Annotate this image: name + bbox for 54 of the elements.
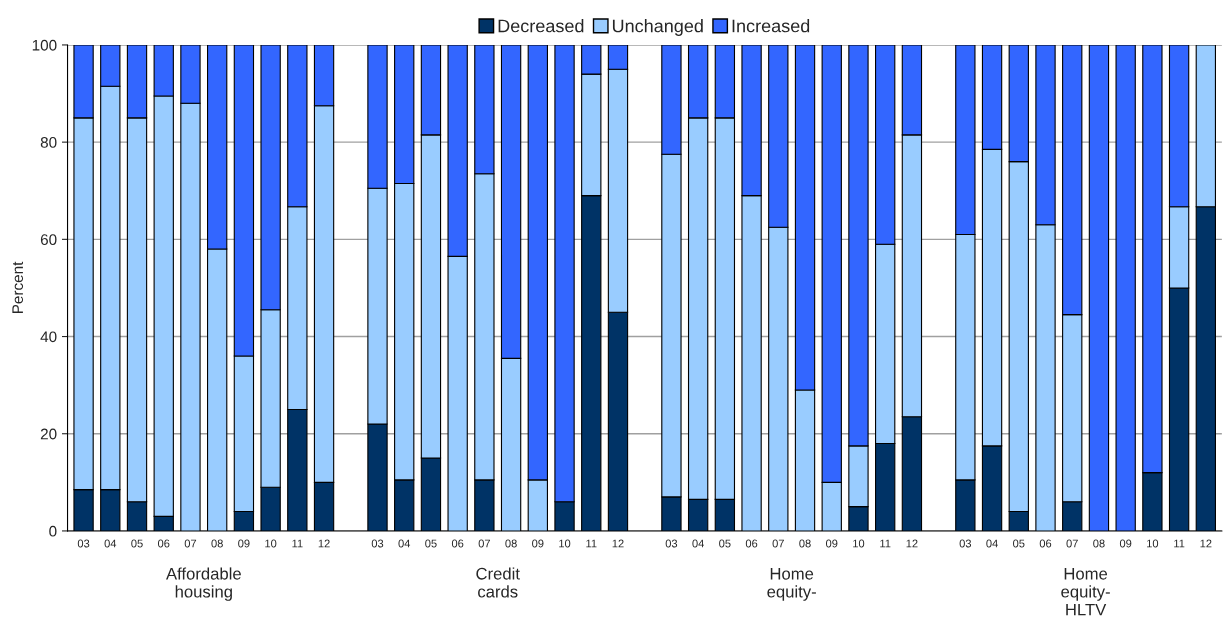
text: Affordable housing <box>166 567 241 601</box>
x-tick-label: 05 <box>131 539 143 548</box>
x-tick-label: 05 <box>719 539 731 548</box>
x-tick-label: 06 <box>451 539 464 548</box>
x-tick-label: 09 <box>238 539 250 548</box>
x-tick-label: 10 <box>265 539 277 548</box>
x-tick-label: 07 <box>1066 539 1078 548</box>
x-tick-label: 11 <box>1174 539 1185 548</box>
x-tick-label: 12 <box>612 539 624 548</box>
text: Credit cards <box>476 567 520 598</box>
legend-label: Unchanged <box>612 19 703 36</box>
x-tick-label: 09 <box>826 539 838 548</box>
x-tick-label: 10 <box>559 539 571 548</box>
legend-label: Increased <box>732 19 810 33</box>
x-tick-label: 11 <box>586 539 597 548</box>
x-tick-label: 08 <box>211 539 223 548</box>
x-tick-label: 03 <box>665 539 678 548</box>
legend-label: Decreased <box>498 19 584 33</box>
x-tick-label: 06 <box>745 539 758 548</box>
x-tick-label: 07 <box>478 539 490 548</box>
text: Home equity- <box>767 568 816 601</box>
x-tick-label: 05 <box>425 539 437 548</box>
y-tick-label: 0 <box>49 525 57 537</box>
y-axis-title: Percent <box>12 261 24 314</box>
x-tick-label: 04 <box>398 539 411 548</box>
x-tick-label: 08 <box>1093 539 1105 548</box>
text: Home equity- HLTV <box>1061 568 1110 616</box>
x-tick-label: 03 <box>77 539 90 548</box>
x-tick-label: 06 <box>1039 539 1052 548</box>
x-tick-label: 08 <box>505 539 517 548</box>
x-tick-label: 06 <box>157 539 170 548</box>
x-tick-label: 09 <box>1119 539 1132 548</box>
x-tick-label: 12 <box>1200 539 1212 548</box>
y-tick-label: 80 <box>40 137 57 148</box>
x-tick-label: 04 <box>986 539 998 548</box>
x-tick-label: 11 <box>292 539 303 548</box>
x-tick-label: 07 <box>184 539 197 548</box>
x-tick-label: 12 <box>318 539 330 548</box>
x-tick-label: 04 <box>692 539 704 548</box>
x-tick-label: 04 <box>104 539 117 548</box>
y-tick-label: 100 <box>32 39 57 51</box>
x-tick-label: 09 <box>532 539 544 548</box>
x-tick-label: 03 <box>959 539 972 548</box>
x-tick-label: 11 <box>880 539 891 548</box>
y-tick-label: 40 <box>40 331 57 343</box>
x-tick-label: 03 <box>371 539 384 548</box>
x-tick-label: 05 <box>1013 539 1025 548</box>
x-tick-label: 08 <box>799 539 811 548</box>
x-tick-label: 10 <box>853 539 865 548</box>
x-tick-label: 07 <box>772 539 784 548</box>
y-tick-label: 20 <box>40 428 57 440</box>
x-tick-label: 12 <box>906 539 918 548</box>
y-tick-label: 60 <box>40 234 57 246</box>
x-tick-label: 10 <box>1147 539 1159 548</box>
